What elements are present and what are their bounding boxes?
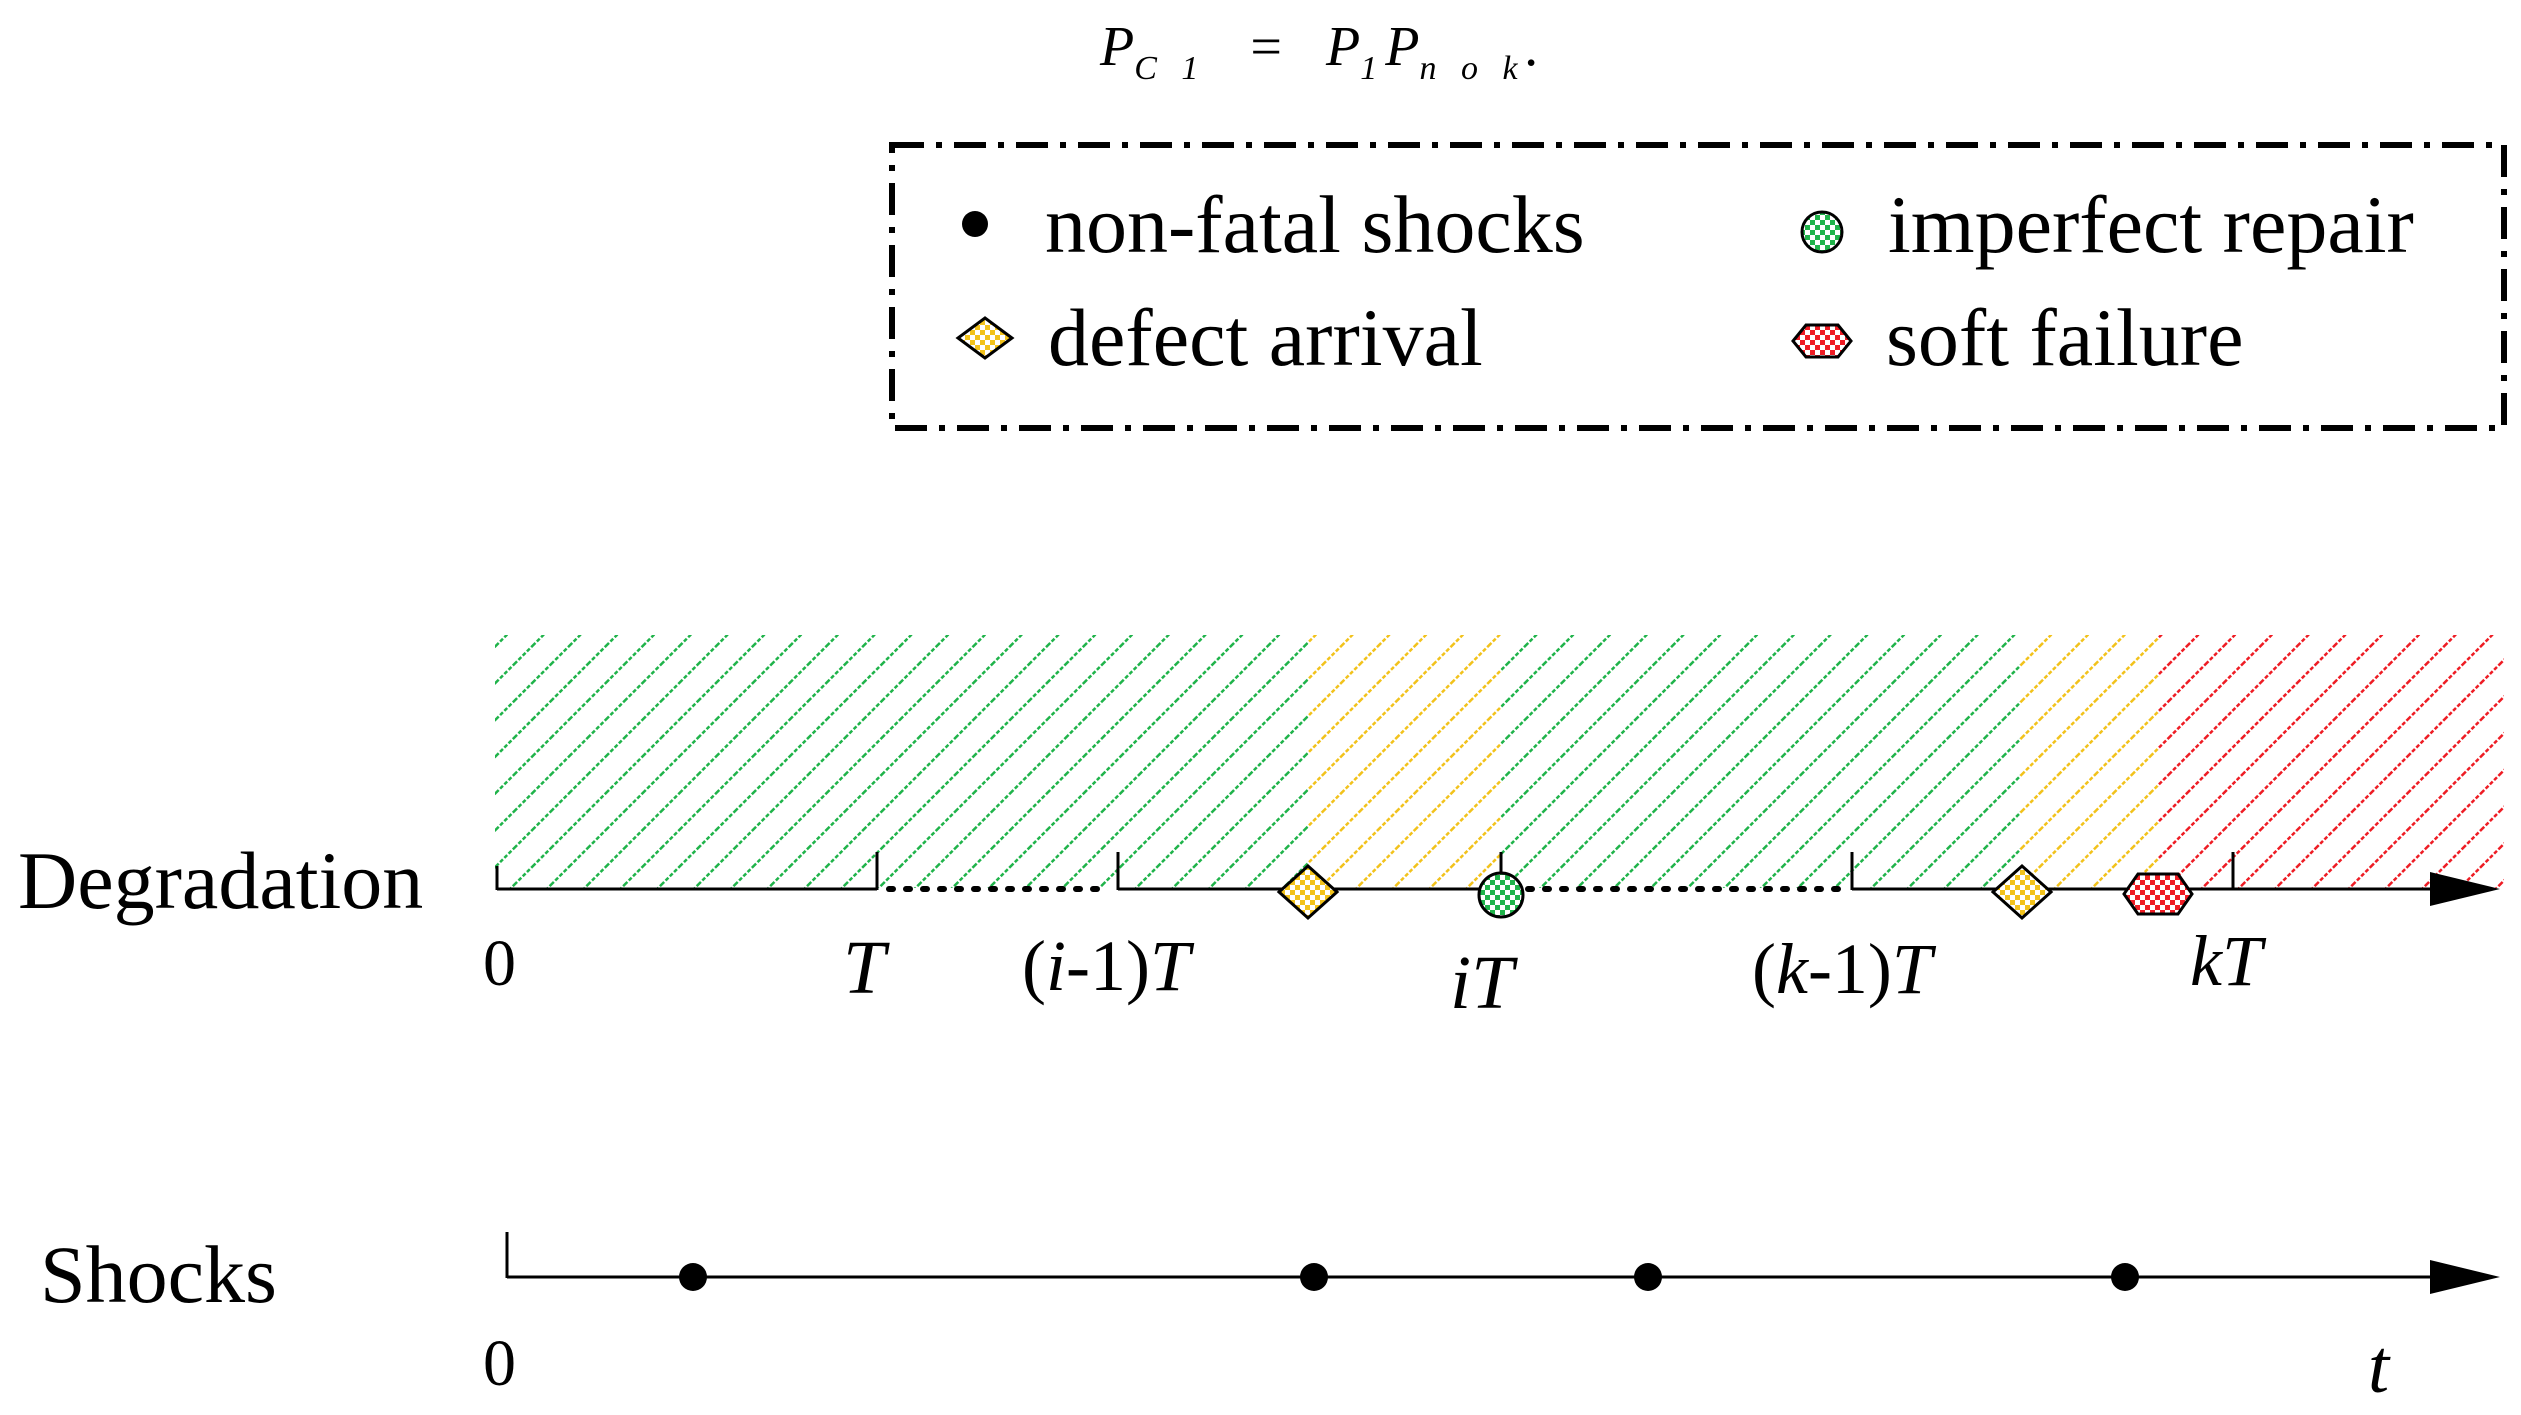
time-axis-label: t <box>2368 1325 2391 1409</box>
filled-circle-icon <box>962 211 988 237</box>
legend-label-imperfect-repair: imperfect repair <box>1888 179 2414 270</box>
defect-arrival-marker-1 <box>1276 863 1340 921</box>
shock-point <box>2111 1263 2139 1291</box>
shocks-row-label: Shocks <box>40 1229 277 1320</box>
tick-label-kT: kT <box>2190 921 2267 1001</box>
band-defective-2 <box>2020 635 2158 888</box>
tick-label-i-minus-1-T: (i-1)T <box>1022 926 1195 1006</box>
band-failed <box>2158 635 2504 888</box>
formula-lhs: P <box>1100 16 1135 78</box>
degradation-state-bands <box>495 635 2504 888</box>
formula-rhs-2: P <box>1385 16 1420 78</box>
formula: PC 1 = P1Pn o k. <box>1100 15 1540 88</box>
imperfect-repair-marker <box>1477 871 1525 919</box>
shocks-arrowhead-icon <box>2430 1260 2500 1294</box>
tick-label-T: T <box>843 926 890 1010</box>
legend-label-defect-arrival: defect arrival <box>1048 292 1483 383</box>
band-defective-1 <box>1308 635 1501 888</box>
degradation-row-label: Degradation <box>18 835 423 926</box>
tick-label-0: 0 <box>483 927 516 1000</box>
legend-border <box>889 142 2507 431</box>
formula-trailing: . <box>1525 16 1540 78</box>
shock-point <box>679 1263 707 1291</box>
band-normal-2 <box>1501 635 2020 888</box>
degradation-arrowhead-icon <box>2430 872 2500 906</box>
shocks-axis <box>505 1232 2500 1294</box>
tick-label-iT: iT <box>1450 941 1518 1025</box>
formula-lhs-subscript: C 1 <box>1134 50 1207 87</box>
yellow-checkered-diamond-icon <box>955 316 1015 360</box>
formula-rhs-1: P <box>1326 16 1361 78</box>
legend-label-non-fatal-shocks: non-fatal shocks <box>1045 179 1585 270</box>
shock-point <box>1300 1263 1328 1291</box>
degradation-events <box>1276 863 2194 921</box>
legend-label-soft-failure: soft failure <box>1886 292 2243 383</box>
green-checkered-circle-icon <box>1800 210 1844 254</box>
soft-failure-marker <box>2122 872 2194 916</box>
degradation-tick-labels: 0 T (i-1)T iT (k-1)T kT <box>483 921 2267 1025</box>
shock-point <box>1634 1263 1662 1291</box>
degradation-axis <box>495 852 2500 906</box>
band-normal-1 <box>495 635 1308 888</box>
red-checkered-hexagon-icon <box>1791 323 1853 359</box>
formula-rhs-2-subscript: n o k <box>1419 50 1526 87</box>
tick-label-k-minus-1-T: (k-1)T <box>1752 929 1937 1009</box>
defect-arrival-marker-2 <box>1990 863 2054 921</box>
formula-operator: = <box>1250 16 1282 78</box>
shocks-origin-label: 0 <box>483 1327 516 1400</box>
legend: non-fatal shocks imperfect repair defect… <box>889 142 2507 431</box>
formula-rhs-1-subscript: 1 <box>1360 50 1386 87</box>
